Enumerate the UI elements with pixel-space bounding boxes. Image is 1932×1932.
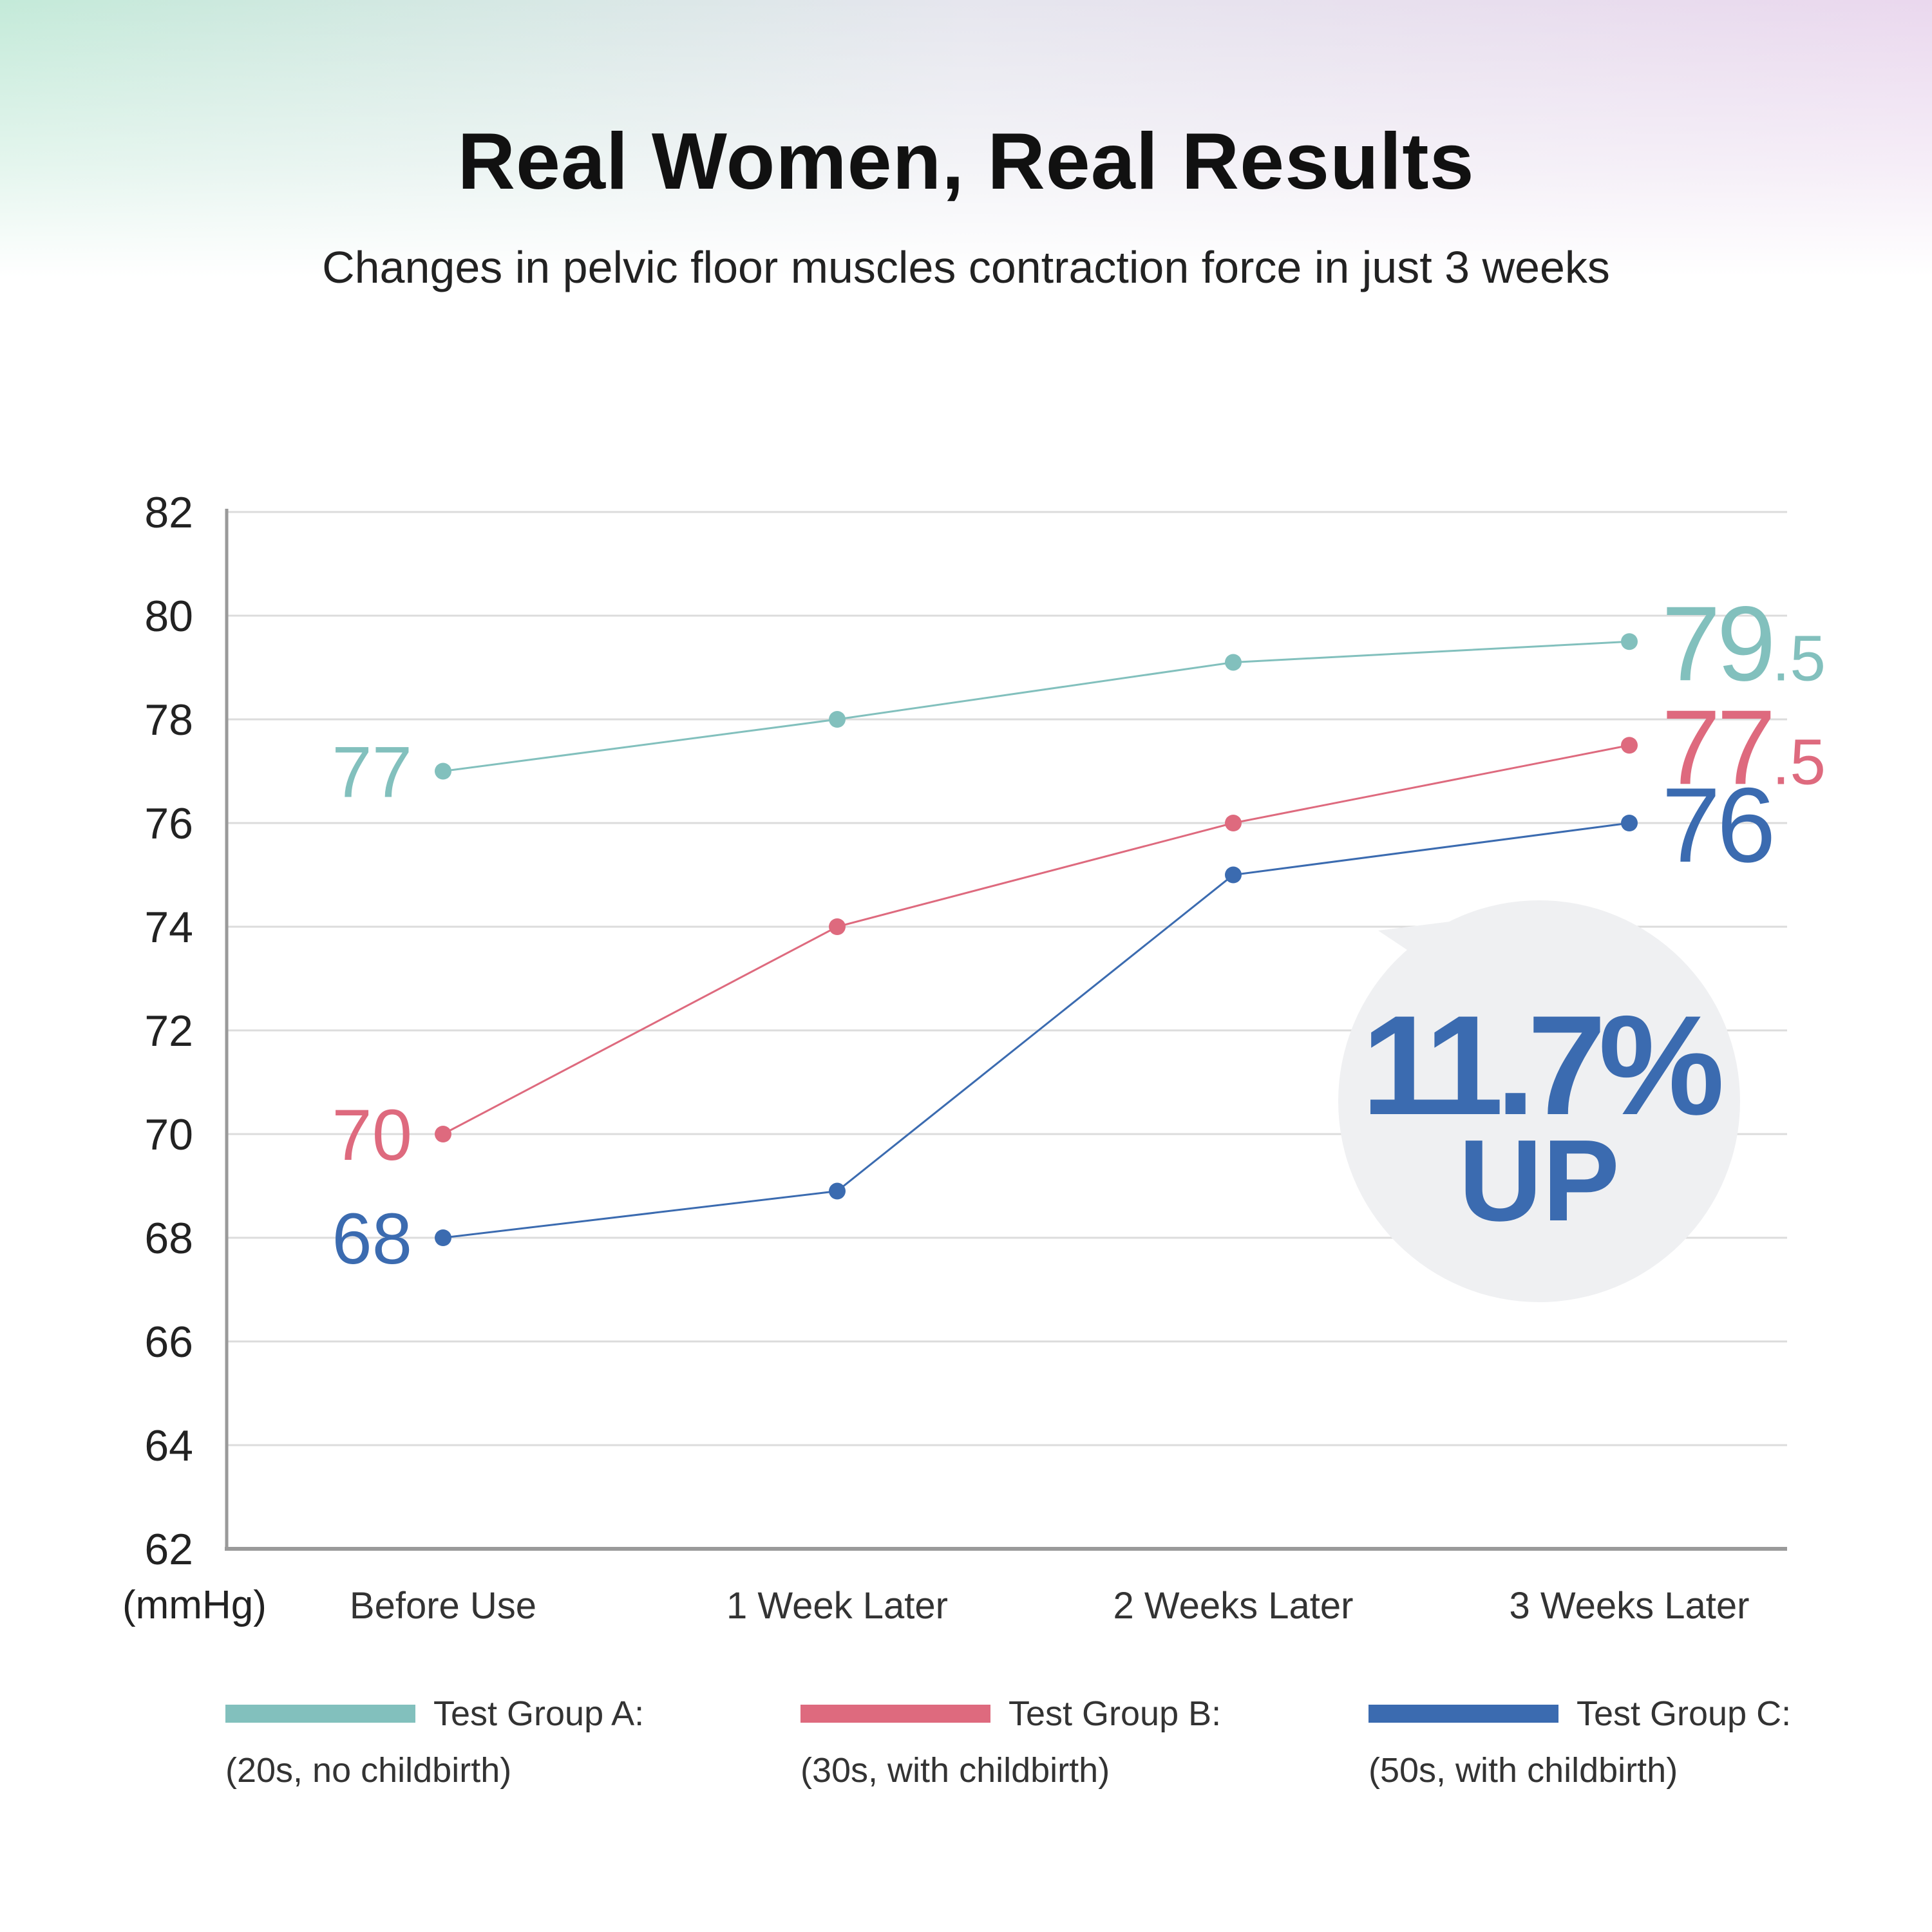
y-tick-label-70: 70 [144,1110,193,1159]
end-value-decimal-group-b: .5 [1772,726,1826,798]
callout-label: UP [1459,1116,1620,1245]
end-value-label-group-b: 77.5 [1662,688,1826,806]
series-line-group-a [442,640,1630,772]
y-tick-label-62: 62 [144,1525,193,1574]
x-tick-label-1: Before Use [350,1585,536,1627]
callout-bubble-tail [1378,921,1455,950]
data-point-group-c-3 [1225,866,1242,884]
data-point-group-b-3 [1225,815,1242,831]
data-point-group-b-4 [1621,737,1638,754]
y-tick-label-82: 82 [144,488,193,537]
series-line-group-b [442,744,1630,1135]
start-value-label-group-b: 70 [332,1095,412,1175]
header-background-fade [0,0,1932,277]
legend-swatch-group-a [225,1705,415,1723]
y-tick-label-74: 74 [144,903,193,952]
callout-value: 11.7% [1361,986,1721,1144]
start-value-label-group-a: 77 [332,732,412,813]
y-axis-unit-label: (mmHg) [122,1583,267,1627]
legend-swatch-group-c [1368,1705,1558,1723]
data-point-group-a-3 [1225,654,1242,671]
legend-description-group-b: (30s, with childbirth) [800,1751,1110,1790]
x-tick-label-2: 1 Week Later [726,1585,948,1627]
legend-name-group-a: Test Group A: [433,1694,645,1733]
legend-swatch-group-b [800,1705,990,1723]
y-tick-label-78: 78 [144,696,193,744]
data-point-group-c-2 [829,1182,846,1200]
y-tick-label-68: 68 [144,1214,193,1263]
series-line-group-c [442,822,1630,1239]
chart-subtitle: Changes in pelvic floor muscles contract… [322,242,1610,292]
data-point-group-a-4 [1621,633,1638,650]
data-point-group-c-1 [435,1229,451,1246]
y-tick-label-66: 66 [144,1318,193,1367]
y-tick-label-76: 76 [144,799,193,848]
data-point-group-b-1 [435,1126,451,1142]
x-tick-label-4: 3 Weeks Later [1510,1585,1750,1627]
y-tick-label-64: 64 [144,1421,193,1470]
data-point-group-a-1 [435,762,451,780]
y-tick-label-80: 80 [144,592,193,641]
start-value-label-group-c: 68 [332,1198,412,1279]
data-point-group-a-2 [829,711,846,728]
callout-bubble [1338,900,1740,1302]
legend-item-group-c: Test Group C: (50s, with childbirth) [1368,1694,1884,1790]
data-point-group-b-2 [829,918,846,935]
legend-description-group-a: (20s, no childbirth) [225,1751,512,1790]
end-value-integer-group-a: 79 [1662,584,1772,703]
y-tick-label-72: 72 [144,1007,193,1056]
x-tick-label-3: 2 Weeks Later [1113,1585,1354,1627]
legend-item-group-a: Test Group A: (20s, no childbirth) [225,1694,741,1790]
end-value-label-group-c: 76 [1662,766,1772,884]
legend-description-group-c: (50s, with childbirth) [1368,1751,1678,1790]
end-value-integer-group-c: 76 [1662,766,1772,884]
end-value-label-group-a: 79.5 [1662,584,1826,703]
legend-item-group-b: Test Group B: (30s, with childbirth) [800,1694,1316,1790]
end-value-integer-group-b: 77 [1662,688,1772,806]
legend-name-group-b: Test Group B: [1009,1694,1222,1733]
legend-name-group-c: Test Group C: [1577,1694,1792,1733]
end-value-decimal-group-a: .5 [1772,622,1826,694]
chart-title: Real Women, Real Results [457,117,1475,206]
data-point-group-c-4 [1621,815,1638,831]
